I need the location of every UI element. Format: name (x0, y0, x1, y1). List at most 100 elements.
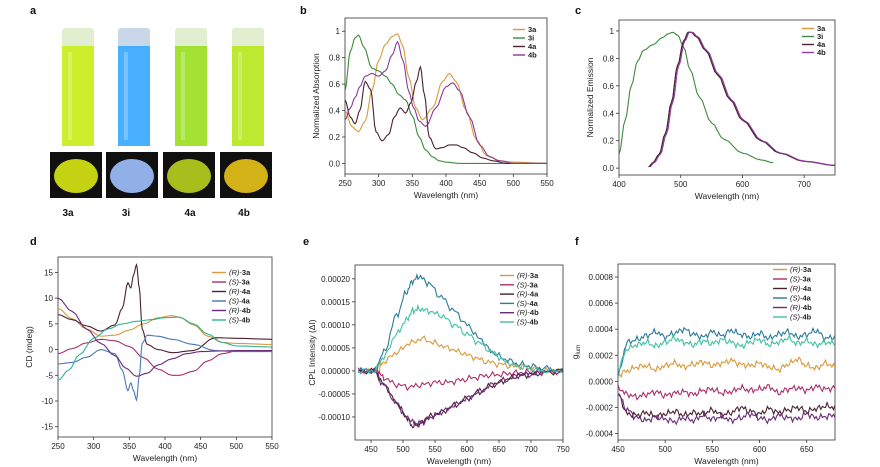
x-tick-label: 600 (753, 445, 767, 454)
series-line (357, 272, 563, 374)
panel-label-c: c (575, 5, 581, 17)
x-tick-label: 700 (797, 180, 811, 189)
x-tick-label: 750 (556, 445, 570, 454)
vial-glint (124, 52, 128, 140)
vial-cap (232, 28, 264, 48)
powder-photos (50, 152, 272, 198)
legend-entry: (R)-4a (790, 284, 812, 293)
legend-entry: (R)-3a (229, 268, 251, 277)
x-tick-label: 450 (364, 445, 378, 454)
legend-entry: (S)-4b (790, 313, 812, 322)
vial-body (175, 46, 207, 146)
panel-d-cd-chart: d 250 300 350 400 450 500 550 -15 -10 -5 0 5 10 15 Wave… (24, 236, 279, 463)
x-tick-label: 400 (158, 442, 172, 451)
y-tick-label: -0.00010 (318, 413, 350, 422)
y-tick-label: 15 (44, 268, 53, 277)
plot-frame (618, 19, 836, 176)
legend-entry: 4b (817, 48, 826, 57)
series-line (58, 316, 272, 381)
vial-photos (62, 28, 264, 146)
y-tick-label: 0.0002 (589, 351, 614, 360)
vial-body (118, 46, 150, 146)
series-line (618, 393, 835, 426)
legend-entry: (R)-3a (790, 265, 812, 274)
y-tick-label: 0.8 (329, 54, 341, 63)
series-line (345, 40, 547, 164)
y-tick-label: 0.00000 (321, 367, 350, 376)
legend-entry: (R)-4a (517, 290, 539, 299)
panel-label-a: a (30, 5, 37, 17)
x-axis-label: Wavelength (nm) (414, 190, 479, 200)
legend-entry: 4a (528, 42, 537, 51)
plot-frame (344, 17, 548, 175)
y-tick-label: 0.00020 (321, 275, 350, 284)
y-tick-label: 0.0 (329, 159, 341, 168)
x-tick-label: 250 (338, 179, 352, 188)
y-tick-label: 1 (336, 27, 341, 36)
series-line (619, 31, 774, 164)
y-tick-label: 0.0 (603, 164, 615, 173)
x-tick-label: 500 (230, 442, 244, 451)
y-tick-label: 0.2 (329, 133, 341, 142)
x-tick-label: 600 (460, 445, 474, 454)
x-tick-label: 400 (439, 179, 453, 188)
sample-label: 3a (62, 208, 74, 219)
y-tick-label: -0.0002 (586, 403, 614, 412)
legend-entry: (S)-3a (790, 275, 812, 284)
series-line (345, 65, 547, 164)
powder-sample (224, 159, 268, 193)
x-tick-label: 300 (372, 179, 386, 188)
powder-sample (167, 159, 211, 193)
legend-entry: (S)-4a (229, 297, 251, 306)
y-tick-label: -0.00005 (318, 390, 350, 399)
y-tick-label: 0 (49, 346, 54, 355)
y-tick-label: 0.00005 (321, 344, 350, 353)
x-axis-label: Wavelength (nm) (427, 456, 492, 466)
y-tick-label: 0.0006 (589, 299, 614, 308)
legend-entry: (R)-4b (517, 308, 539, 317)
y-axis-label-subscript: lum (576, 345, 582, 355)
y-tick-label: 5 (49, 320, 54, 329)
panel-e-cpl-chart: e 450 500 550 600 650 700 750 0.00020 0.00015 0.00… (303, 236, 570, 466)
x-axis-label: Wavelength (nm) (133, 453, 198, 463)
y-axis-label: Normalized Absorption (311, 53, 321, 139)
x-axis-label: Wavelength (nm) (694, 456, 759, 466)
legend-entry: (S)-4b (229, 316, 251, 325)
legend-entry: (S)-3a (229, 278, 251, 287)
y-tick-label: 0.0004 (589, 325, 614, 334)
x-tick-label: 450 (611, 445, 625, 454)
legend-entry: (S)-4a (790, 294, 812, 303)
legend-entry: 4b (528, 51, 537, 60)
panel-label-f: f (575, 236, 579, 248)
series-group (619, 31, 835, 168)
x-tick-label: 450 (194, 442, 208, 451)
powder-sample (54, 159, 98, 193)
series-line (357, 366, 563, 392)
vial-body (232, 46, 264, 146)
legend-entry: (R)-4b (790, 303, 812, 312)
series-line (58, 334, 272, 402)
y-tick-label: 0.6 (329, 80, 341, 89)
y-tick-label: 1 (610, 27, 615, 36)
series-line (58, 338, 272, 376)
legend: (R)-3a(S)-3a(R)-4a(S)-4a(R)-4b(S)-4b (773, 265, 812, 322)
panel-b-absorption-chart: b 250 300 350 400 450 500 550 0.0 0.2 0.4 0.6 0.8 1 Wa… (300, 5, 554, 200)
legend: (R)-3a(S)-3a(R)-4a(S)-4a(R)-4b(S)-4b (212, 268, 251, 325)
y-tick-label: -10 (41, 397, 53, 406)
vial-glint (181, 52, 185, 140)
panel-label-b: b (300, 5, 307, 17)
y-tick-label: 0.00010 (321, 321, 350, 330)
x-tick-label: 650 (800, 445, 814, 454)
vial-glint (238, 52, 242, 140)
series-group (357, 272, 563, 429)
legend-entry: (R)-4b (229, 306, 251, 315)
legend-entry: (S)-3a (517, 280, 539, 289)
panel-label-d: d (30, 236, 37, 248)
sample-label: 4a (184, 208, 196, 219)
y-axis-label: CPL Intensity (ΔI) (307, 319, 317, 385)
x-axis-label: Wavelength (nm) (695, 191, 760, 201)
x-tick-label: 500 (658, 445, 672, 454)
